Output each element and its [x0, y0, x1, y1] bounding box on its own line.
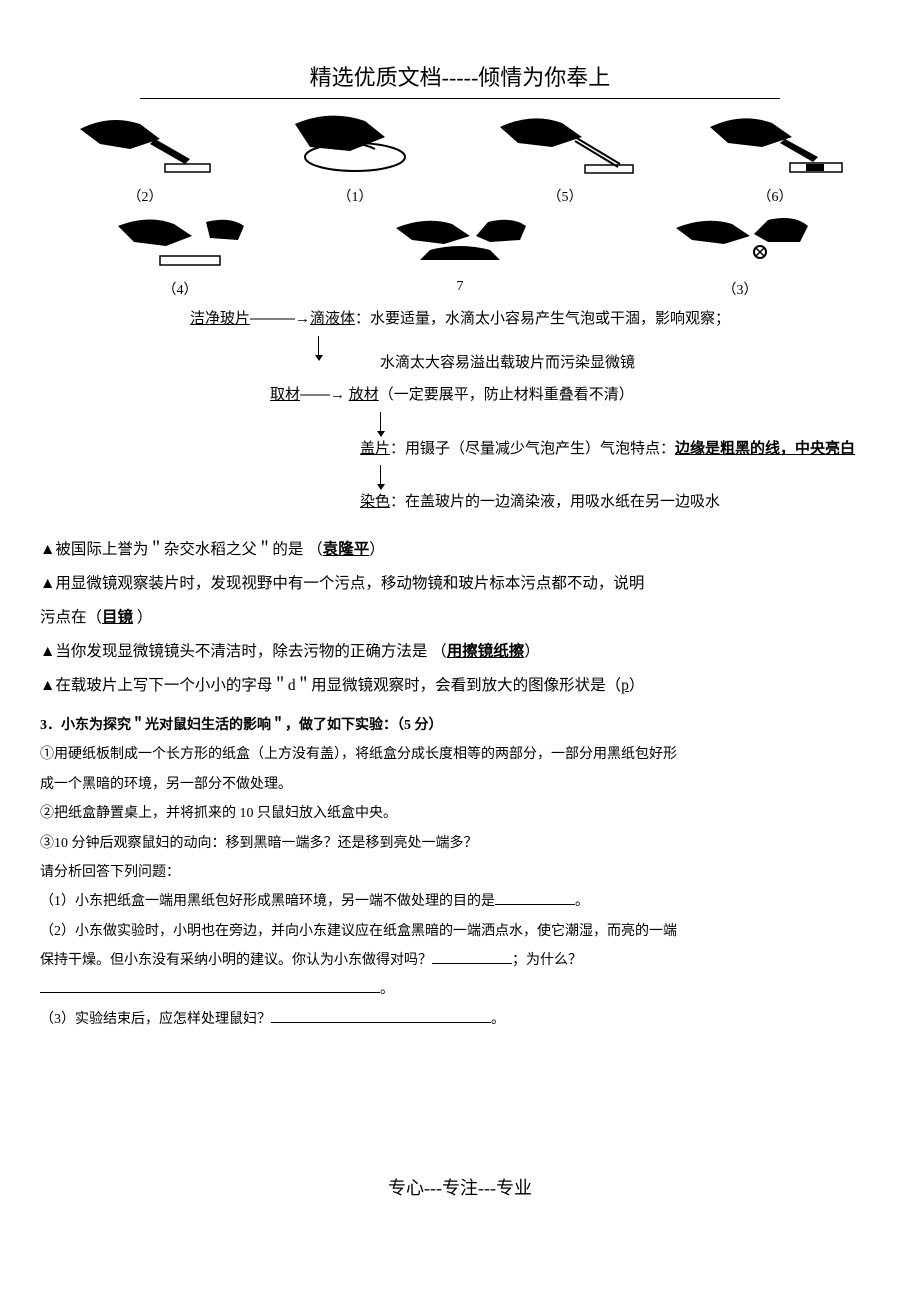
- fill-blank[interactable]: [495, 890, 575, 905]
- q3-sub1: （1）小东把纸盒一端用黑纸包好形成黑暗环境，另一端不做处理的目的是 。: [40, 887, 880, 916]
- answer: p: [621, 677, 629, 694]
- flowchart: 洁净玻片———→滴液体：水要适量，水滴太小容易产生气泡或干涸，影响观察； 水滴太…: [40, 303, 880, 519]
- bullet-block: ▲被国际上誉为＂杂交水稻之父＂的是 （袁隆平） ▲用显微镜观察装片时，发现视野中…: [40, 533, 880, 703]
- bullet-text: ）: [524, 643, 540, 660]
- figure-3: （3）: [600, 212, 880, 299]
- q3-step: 成一个黑暗的环境，另一部分不做处理。: [40, 770, 880, 799]
- q3-sub2a: （2）小东做实验时，小明也在旁边，并向小东建议应在纸盒黑暗的一端洒点水，使它潮湿…: [40, 917, 880, 946]
- q3-text: 。: [575, 894, 589, 909]
- q3-step: ②把纸盒静置桌上，并将抓来的 10 只鼠妇放入纸盒中央。: [40, 799, 880, 828]
- bullet-item: ▲当你发现显微镜镜头不清洁时，除去污物的正确方法是 （用擦镜纸擦）: [40, 635, 880, 669]
- figure-2: （2）: [40, 109, 250, 206]
- flow-node: 染色: [360, 494, 390, 510]
- q3-text: （3）实验结束后，应怎样处理鼠妇？: [40, 1012, 271, 1027]
- figure-label: （2）: [40, 186, 250, 206]
- footer: 专心---专注---专业: [40, 1174, 880, 1200]
- flow-line-4: 染色：在盖玻片的一边滴染液，用吸水纸在另一边吸水: [40, 487, 880, 519]
- q3-sub2b: 保持干燥。但小东没有采纳小明的建议。你认为小东做得对吗？ ；为什么？: [40, 946, 880, 975]
- bullet-item: ▲在载玻片上写下一个小小的字母＂d＂用显微镜观察时，会看到放大的图像形状是（p）: [40, 669, 880, 703]
- bullet-text: ）: [629, 677, 645, 694]
- flow-line-2: 取材——→ 放材（一定要展平，防止材料重叠看不清）: [40, 379, 880, 412]
- hand-wipe-icon: [280, 109, 430, 179]
- flow-node: 取材: [270, 387, 300, 403]
- flow-node: 滴液体: [310, 311, 355, 327]
- bullet-text: 污点在（: [40, 609, 102, 626]
- figure-6: （6）: [670, 109, 880, 206]
- header-title: 精选优质文档-----倾情为你奉上: [40, 60, 880, 92]
- hand-dropper-icon: [70, 109, 220, 179]
- flow-text: ：在盖玻片的一边滴染液，用吸水纸在另一边吸水: [390, 494, 720, 510]
- arrow-down-icon: [380, 412, 382, 436]
- fill-blank[interactable]: [432, 949, 512, 964]
- flow-node: 放材: [349, 387, 379, 403]
- flow-arrow-down: [40, 412, 880, 434]
- figure-label: （6）: [670, 186, 880, 206]
- figure-4: （4）: [40, 212, 320, 299]
- bullet-item: ▲用显微镜观察装片时，发现视野中有一个污点，移动物镜和玻片标本污点都不动，说明: [40, 567, 880, 601]
- figure-row-2: （4） 7 （3）: [40, 212, 880, 299]
- q3-step: ①用硬纸板制成一个长方形的纸盒（上方没有盖），将纸盒分成长度相等的两部分，一部分…: [40, 740, 880, 769]
- hand-drop-icon: [700, 109, 850, 179]
- figure-7: 7: [320, 212, 600, 299]
- figure-label: （1）: [250, 186, 460, 206]
- bullet-text: ▲用显微镜观察装片时，发现视野中有一个污点，移动物镜和玻片标本污点都不动，说明: [40, 575, 644, 592]
- flow-line-1b: 水滴太大容易溢出载玻片而污染显微镜: [40, 348, 880, 380]
- hand-tweezers-icon: [490, 109, 640, 179]
- q3-title-text: 3．小东为探究＂光对鼠妇生活的影响＂，做了如下实验：（5 分）: [40, 718, 443, 733]
- bullet-text: ▲在载玻片上写下一个小小的字母＂d＂用显微镜观察时，会看到放大的图像形状是（: [40, 677, 621, 694]
- figure-label: （3）: [600, 279, 880, 299]
- q3-text: ；为什么？: [512, 953, 582, 968]
- bullet-text: ▲被国际上誉为＂杂交水稻之父＂的是 （: [40, 541, 323, 558]
- figure-1: （1）: [250, 109, 460, 206]
- flow-node: 盖片: [360, 441, 390, 457]
- q3-text: 。: [491, 1012, 505, 1027]
- question-3: 3．小东为探究＂光对鼠妇生活的影响＂，做了如下实验：（5 分） ①用硬纸板制成一…: [40, 711, 880, 1034]
- figure-label: 7: [320, 279, 600, 295]
- flow-line-1: 洁净玻片———→滴液体：水要适量，水滴太小容易产生气泡或干涸，影响观察；: [40, 303, 880, 336]
- figure-5: （5）: [460, 109, 670, 206]
- header-rule: [140, 98, 780, 99]
- flow-text: ：水要适量，水滴太小容易产生气泡或干涸，影响观察；: [355, 311, 730, 327]
- q3-step: ③10 分钟后观察鼠妇的动向：移到黑暗一端多？还是移到亮处一端多？: [40, 829, 880, 858]
- q3-text: 保持干燥。但小东没有采纳小明的建议。你认为小东做得对吗？: [40, 953, 432, 968]
- bullet-text: ）: [369, 541, 385, 558]
- q3-text: 。: [380, 982, 394, 997]
- figure-label: （5）: [460, 186, 670, 206]
- hand-place-icon: [110, 212, 250, 272]
- bullet-text: ）: [133, 609, 152, 626]
- bullet-text: ▲当你发现显微镜镜头不清洁时，除去污物的正确方法是 （: [40, 643, 447, 660]
- flow-emphasis: 边缘是粗黑的线，中央亮白: [675, 441, 855, 457]
- bullet-item: 污点在（目镜 ）: [40, 601, 880, 635]
- flow-text: ：用镊子（尽量减少气泡产生）气泡特点：: [390, 441, 675, 457]
- answer: 袁隆平: [323, 541, 370, 558]
- arrow-right-icon: ———→: [250, 310, 310, 327]
- answer: 目镜: [102, 609, 133, 626]
- flow-node: 洁净玻片: [190, 311, 250, 327]
- figure-row-1: （2） （1） （5）: [40, 109, 880, 206]
- fill-blank[interactable]: [271, 1008, 491, 1023]
- flow-line-3: 盖片：用镊子（尽量减少气泡产生）气泡特点：边缘是粗黑的线，中央亮白: [40, 434, 880, 466]
- hand-pick-icon: [670, 212, 810, 272]
- arrow-down-icon: [380, 465, 382, 489]
- answer: 用擦镜纸擦: [447, 643, 525, 660]
- flow-text: 水滴太大容易溢出载玻片而污染显微镜: [380, 355, 635, 371]
- q3-ask: 请分析回答下列问题：: [40, 858, 880, 887]
- page: 精选优质文档-----倾情为你奉上 （2） （1）: [0, 0, 920, 1240]
- q3-sub3: （3）实验结束后，应怎样处理鼠妇？ 。: [40, 1005, 880, 1034]
- arrow-right-icon: ——→: [300, 386, 345, 403]
- arrow-down-icon: [318, 336, 320, 360]
- fill-blank[interactable]: [40, 978, 380, 993]
- hand-spread-icon: [390, 212, 530, 272]
- q3-text: （1）小东把纸盒一端用黑纸包好形成黑暗环境，另一端不做处理的目的是: [40, 894, 495, 909]
- flow-text: （一定要展平，防止材料重叠看不清）: [379, 387, 634, 403]
- q3-sub2c: 。: [40, 975, 880, 1004]
- flow-arrow-down: [40, 465, 880, 487]
- bullet-item: ▲被国际上誉为＂杂交水稻之父＂的是 （袁隆平）: [40, 533, 880, 567]
- q3-title: 3．小东为探究＂光对鼠妇生活的影响＂，做了如下实验：（5 分）: [40, 711, 880, 740]
- figure-label: （4）: [40, 279, 320, 299]
